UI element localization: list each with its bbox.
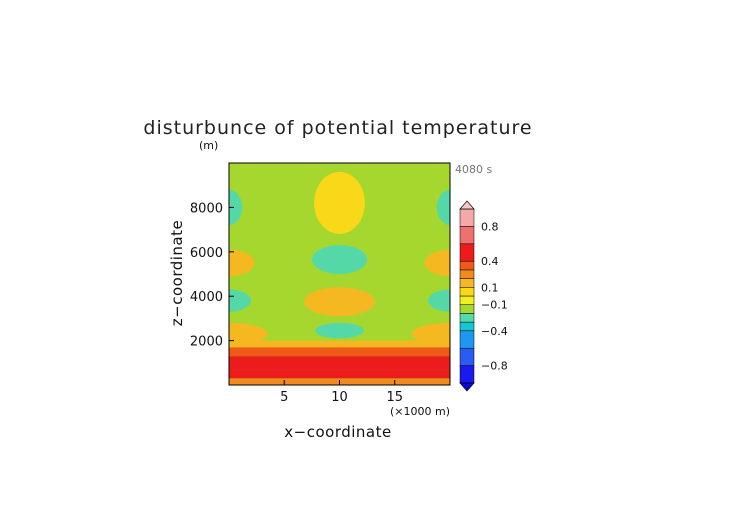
colorbar-segment [459,208,475,227]
colorbar-segment [459,226,475,245]
colorbar-under-arrow [459,382,475,392]
colorbar-segment [459,313,475,323]
contour-feature-0 [314,171,365,235]
colorbar-tick-label: 0.4 [481,255,499,268]
contour-feature-10 [229,322,268,346]
contour-feature-9 [315,322,364,339]
y-axis-label: z−coordinate [168,220,186,326]
x-tick-label: 5 [280,390,288,405]
colorbar-segment [459,287,475,297]
colorbar-segment [459,295,475,305]
contour-feature-5 [424,249,450,277]
colorbar-tick-label: −0.1 [481,299,508,312]
x-axis-ticks: 5 10 15 [280,380,403,405]
colorbar-tick-label: −0.8 [481,360,508,373]
band-4 [229,340,450,348]
contour-features [229,171,450,346]
colorbar-tick-label: 0.1 [481,281,499,294]
y-unit-label: (m) [199,139,218,152]
contour-feature-3 [436,189,450,226]
y-axis-ticks: 2000 4000 6000 8000 [190,201,234,350]
vertical-bands [229,340,450,385]
colorbar-segment [459,269,475,279]
band-3 [229,347,450,357]
plot-area [228,162,451,386]
time-label: 4080 s [455,163,492,176]
contour-feature-7 [229,289,252,312]
colorbar-over-arrow [459,200,475,210]
colorbar-segment [459,260,475,271]
contour-feature-6 [304,287,375,317]
x-tick-label: 15 [386,390,403,405]
band-1 [229,369,450,379]
x-tick-label: 10 [331,390,348,405]
x-axis-label: x−coordinate [284,423,391,441]
band-2 [229,356,450,370]
contour-feature-11 [411,322,450,346]
y-tick-label: 2000 [190,335,223,350]
contour-feature-1 [311,245,368,274]
contour-feature-8 [427,289,450,312]
chart-title: disturbunce of potential temperature [143,117,532,139]
colorbar-segment [459,278,475,288]
colorbar-segment [459,243,475,262]
y-tick-label: 8000 [190,201,223,216]
colorbar-segment [459,304,475,314]
colorbar-tick-label: 0.8 [481,220,499,233]
colorbar-segment [459,347,475,366]
contour-feature-4 [229,249,255,277]
contour-feature-2 [229,189,243,226]
x-unit-label: (×1000 m) [390,405,450,418]
colorbar: 0.8 0.4 0.1 −0.1 −0.4 −0.8 [459,200,508,392]
y-tick-label: 6000 [190,246,223,261]
y-tick-label: 4000 [190,290,223,305]
colorbar-segment [459,330,475,349]
colorbar-segment [459,365,475,384]
colorbar-segment [459,321,475,332]
colorbar-tick-label: −0.4 [481,325,508,338]
